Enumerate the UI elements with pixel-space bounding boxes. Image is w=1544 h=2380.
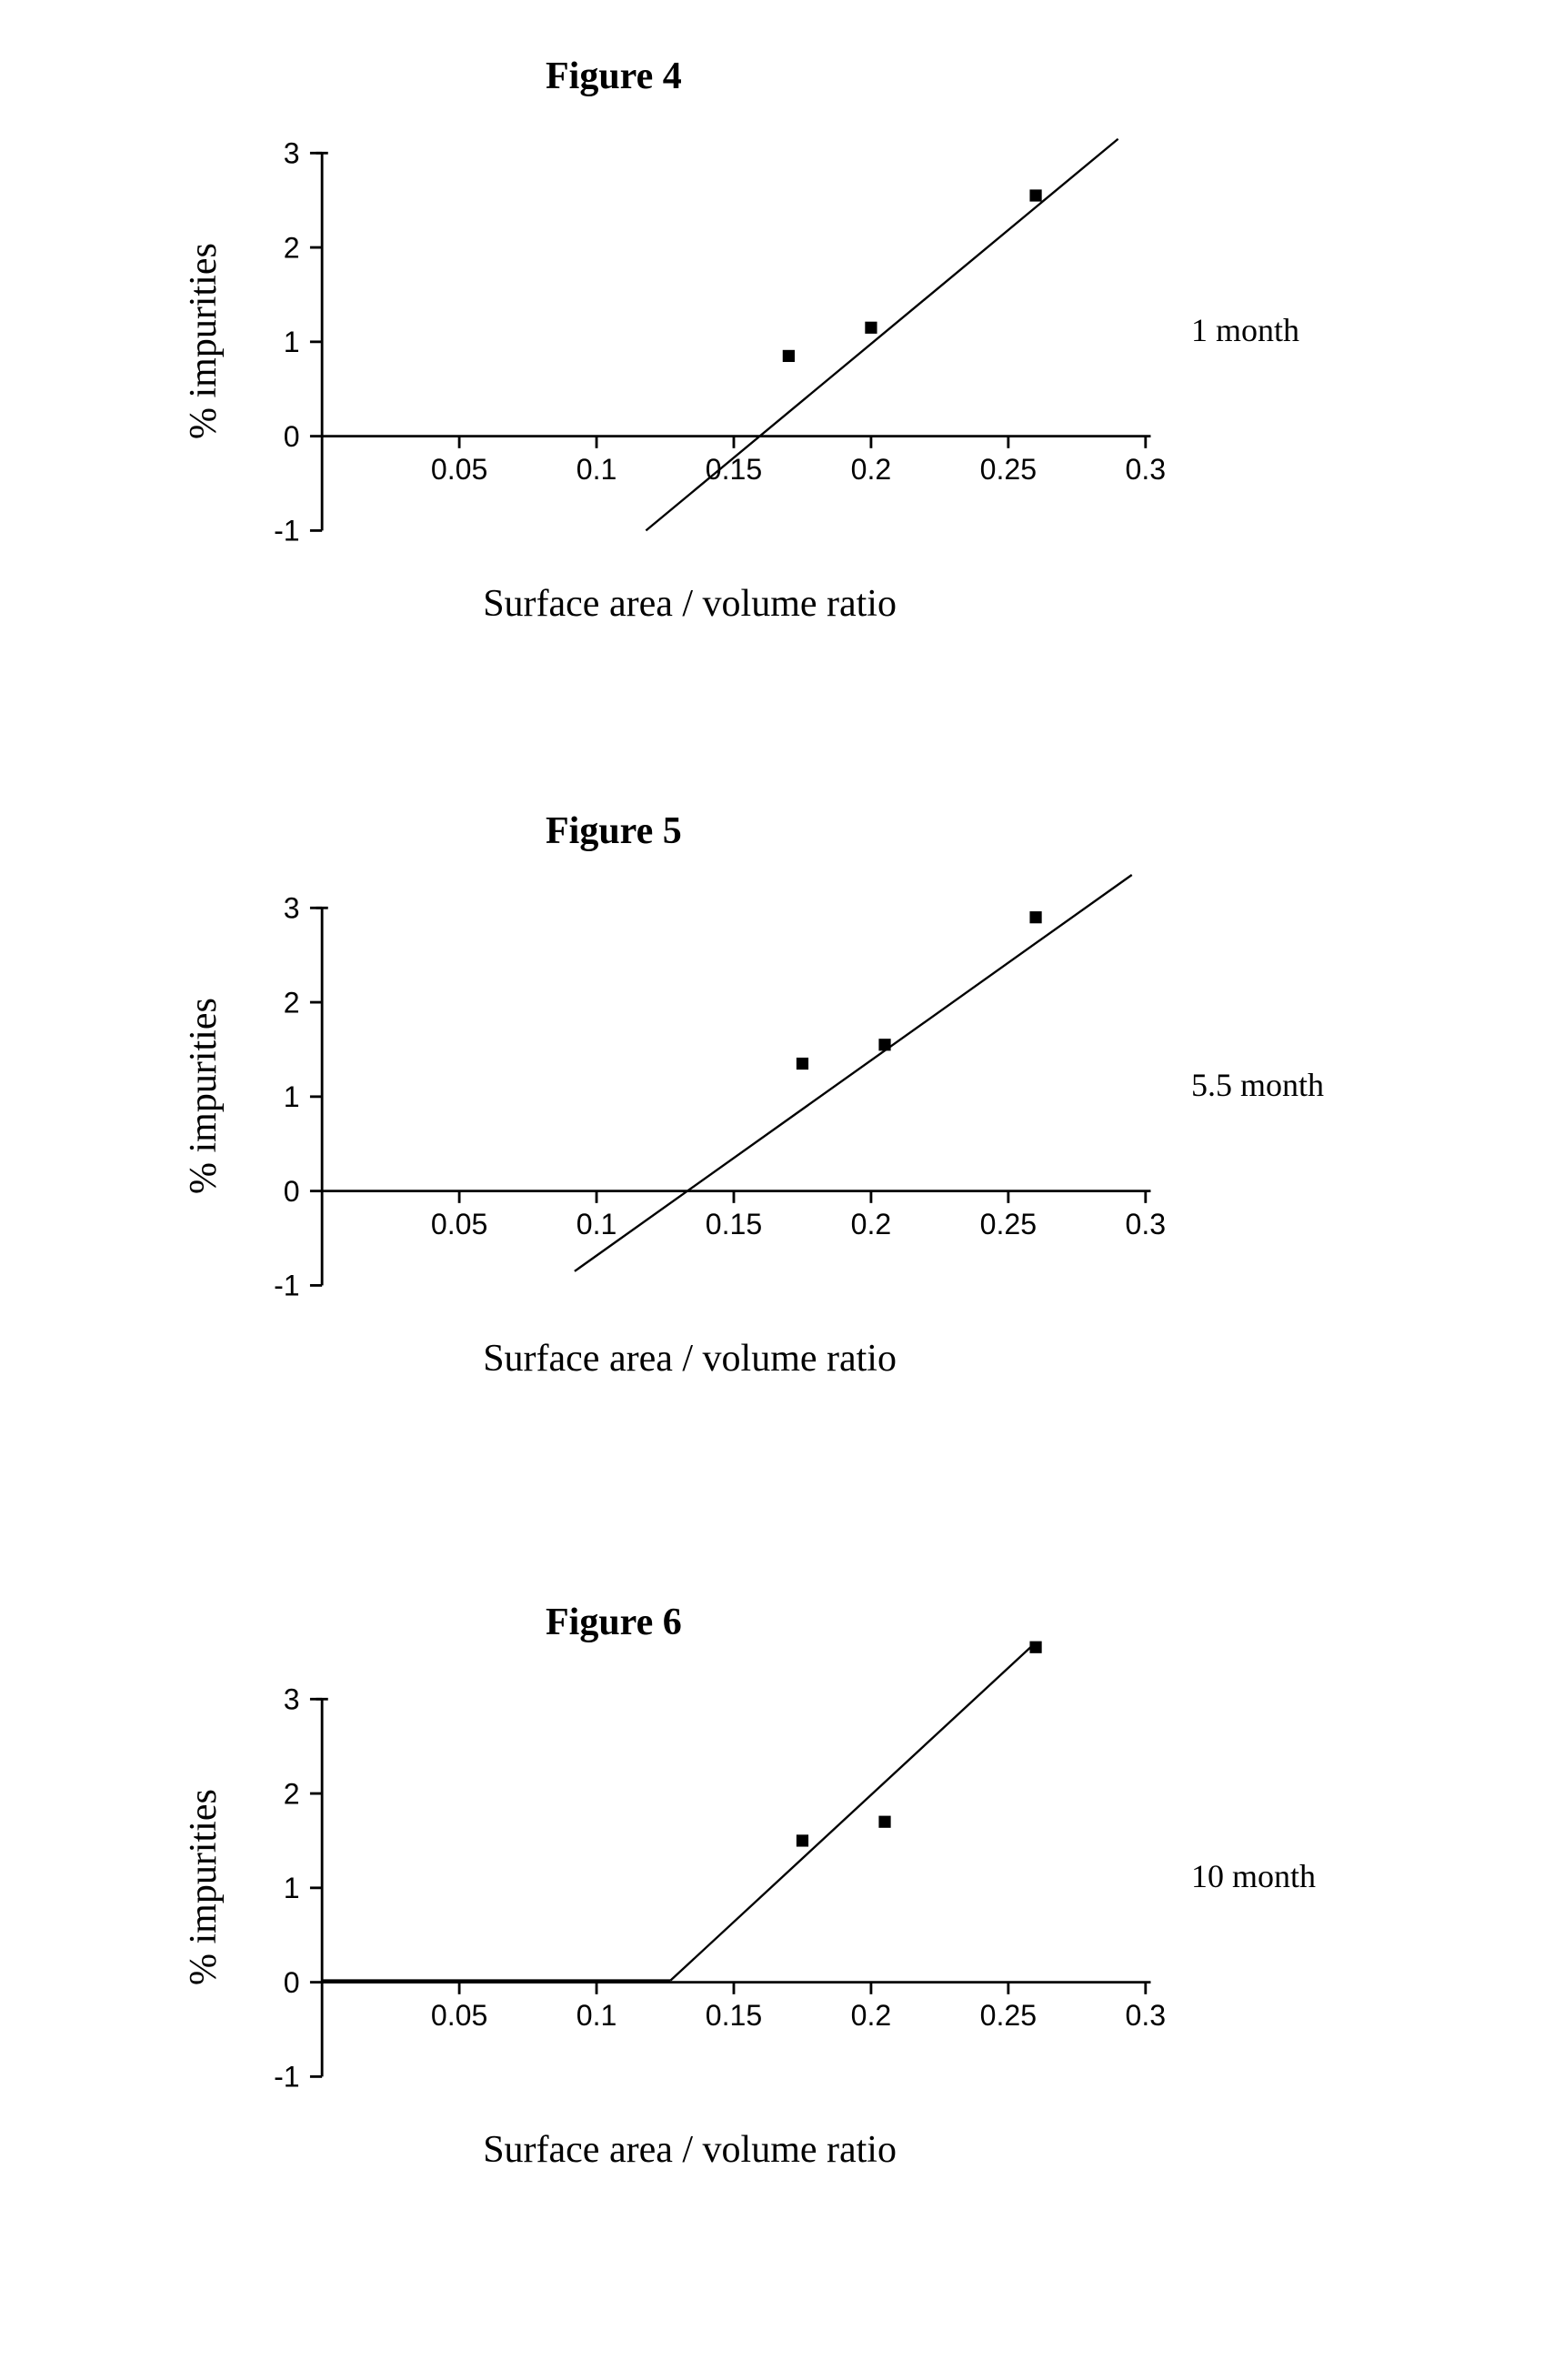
- figure-6-plot: -101230.050.10.150.20.250.3: [291, 1673, 1237, 2133]
- y-tick-label: 1: [284, 1080, 300, 1113]
- x-tick-label: 0.05: [431, 1208, 487, 1240]
- figure-4-annotation: 1 month: [1191, 311, 1299, 349]
- figure-4-plot: -101230.050.10.150.20.250.3: [291, 127, 1237, 587]
- x-tick-label: 0.2: [851, 1208, 892, 1240]
- page: Figure 4 % impurities -1 0 1 2 3 0.05 0.1 0.15 0…: [0, 0, 1544, 2380]
- data-point: [797, 1834, 808, 1846]
- y-tick-label: 3: [284, 137, 300, 170]
- x-tick-label: 0.3: [1126, 453, 1167, 486]
- figure-4-xlabel: Surface area / volume ratio: [483, 582, 897, 626]
- figure-5-ylabel: % impurities: [182, 998, 226, 1194]
- x-tick-label: 0.05: [431, 453, 487, 486]
- y-tick-label: 2: [284, 1777, 300, 1810]
- x-tick-label: 0.15: [706, 1999, 762, 2032]
- figure-4-svg: -101230.050.10.150.20.250.3: [291, 127, 1237, 582]
- trend-line: [671, 1642, 1037, 1981]
- figure-5-xlabel: Surface area / volume ratio: [483, 1337, 897, 1381]
- y-tick-label: 1: [284, 1872, 300, 1904]
- figure-5-svg: -101230.050.10.150.20.250.3: [291, 882, 1237, 1337]
- x-tick-label: 0.25: [980, 1208, 1037, 1240]
- y-tick-label: 0: [284, 1175, 300, 1208]
- figure-5-plot: -101230.050.10.150.20.250.3: [291, 882, 1237, 1341]
- y-tick-label: 0: [284, 420, 300, 453]
- figure-6-svg: -101230.050.10.150.20.250.3: [291, 1673, 1237, 2128]
- x-tick-label: 0.1: [576, 1999, 617, 2032]
- x-tick-label: 0.2: [851, 453, 892, 486]
- y-tick-label: 3: [284, 892, 300, 925]
- data-point: [878, 1039, 890, 1050]
- y-tick-label: 1: [284, 326, 300, 358]
- data-point: [865, 322, 877, 334]
- figure-6-ylabel: % impurities: [182, 1789, 226, 1985]
- data-point: [1029, 189, 1041, 201]
- y-tick-label: -1: [274, 2061, 300, 2094]
- x-tick-label: 0.1: [576, 453, 617, 486]
- x-tick-label: 0.25: [980, 1999, 1037, 2032]
- x-tick-label: 0.05: [431, 1999, 487, 2032]
- data-point: [783, 350, 795, 362]
- figure-4-title: Figure 4: [546, 55, 682, 98]
- x-tick-label: 0.3: [1126, 1208, 1167, 1240]
- figure-6-title: Figure 6: [546, 1601, 682, 1644]
- x-tick-label: 0.3: [1126, 1999, 1167, 2032]
- x-tick-label: 0.25: [980, 453, 1037, 486]
- y-tick-label: 0: [284, 1966, 300, 1999]
- figure-5-annotation: 5.5 month: [1191, 1066, 1324, 1104]
- data-point: [797, 1058, 808, 1069]
- data-point: [1029, 911, 1041, 923]
- x-tick-label: 0.15: [706, 1208, 762, 1240]
- x-tick-label: 0.1: [576, 1208, 617, 1240]
- y-tick-label: 2: [284, 231, 300, 264]
- y-tick-label: 2: [284, 986, 300, 1019]
- figure-5-title: Figure 5: [546, 809, 682, 853]
- y-tick-label: 3: [284, 1683, 300, 1716]
- y-tick-label: -1: [274, 1270, 300, 1302]
- data-point: [1029, 1642, 1041, 1653]
- figure-6-annotation: 10 month: [1191, 1857, 1316, 1895]
- figure-4-ylabel: % impurities: [182, 243, 226, 439]
- data-point: [878, 1816, 890, 1828]
- figure-6-xlabel: Surface area / volume ratio: [483, 2128, 897, 2172]
- y-tick-label: -1: [274, 515, 300, 547]
- x-tick-label: 0.2: [851, 1999, 892, 2032]
